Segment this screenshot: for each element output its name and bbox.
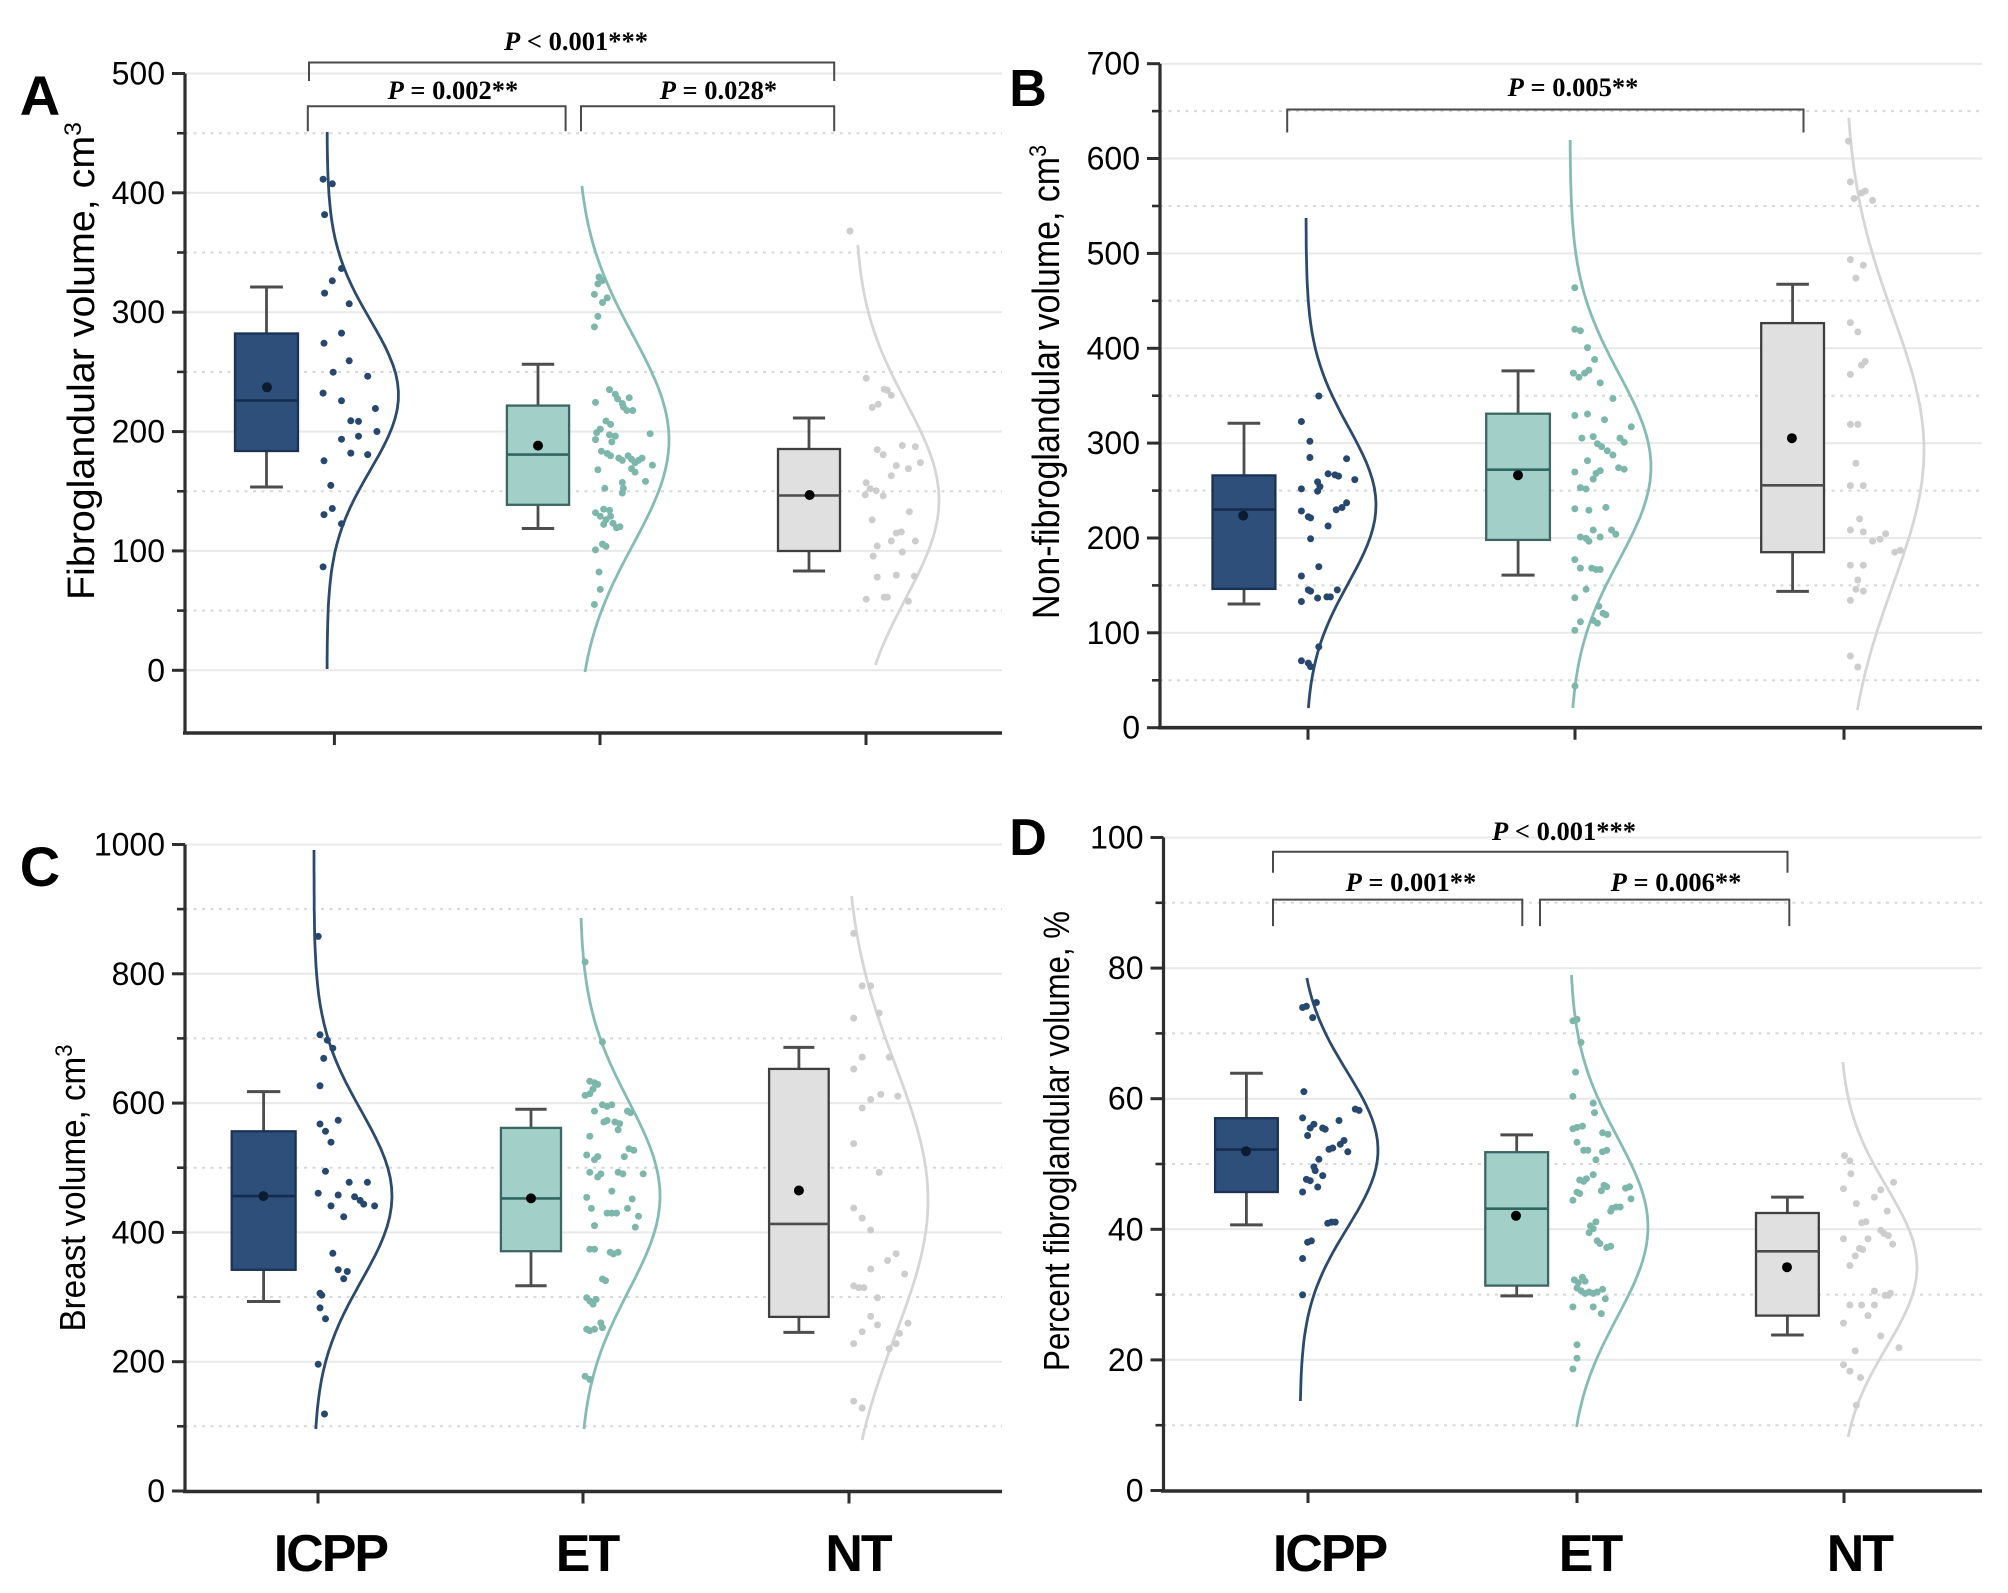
svg-text:800: 800 <box>112 956 165 992</box>
svg-text:400: 400 <box>112 1214 165 1250</box>
svg-text:1000: 1000 <box>94 827 165 863</box>
svg-text:Non-fibroglandular volume, cm3: Non-fibroglandular volume, cm3 <box>1025 145 1069 619</box>
svg-text:P < 0.001***: P < 0.001*** <box>503 26 648 56</box>
svg-text:ICPP: ICPP <box>274 1525 388 1583</box>
svg-text:400: 400 <box>1087 330 1140 366</box>
svg-text:ICPP: ICPP <box>1273 1525 1387 1583</box>
svg-text:60: 60 <box>1108 1081 1144 1117</box>
svg-text:B: B <box>1009 60 1047 118</box>
svg-text:0: 0 <box>147 1473 165 1509</box>
svg-text:20: 20 <box>1108 1342 1144 1378</box>
svg-text:500: 500 <box>112 56 165 92</box>
svg-text:Fibroglandular volume, cm3: Fibroglandular volume, cm3 <box>60 122 104 600</box>
svg-text:500: 500 <box>1087 235 1140 271</box>
svg-text:ET: ET <box>1559 1525 1624 1583</box>
svg-text:100: 100 <box>112 533 165 569</box>
svg-text:0: 0 <box>147 652 165 688</box>
svg-text:600: 600 <box>1087 141 1140 177</box>
svg-text:P = 0.001**: P = 0.001** <box>1345 867 1477 897</box>
svg-text:P = 0.006**: P = 0.006** <box>1610 867 1742 897</box>
svg-text:600: 600 <box>112 1085 165 1121</box>
svg-text:NT: NT <box>825 1525 893 1583</box>
svg-text:Breast volume, cm3: Breast volume, cm3 <box>51 1045 94 1332</box>
svg-text:Percent fibroglandular volume,: Percent fibroglandular volume, % <box>1036 911 1077 1371</box>
svg-text:P = 0.002**: P = 0.002** <box>387 75 519 105</box>
svg-text:200: 200 <box>1087 520 1140 556</box>
svg-text:P < 0.001***: P < 0.001*** <box>1491 816 1636 846</box>
svg-text:P = 0.005**: P = 0.005** <box>1507 72 1639 102</box>
svg-text:0: 0 <box>1126 1473 1144 1509</box>
svg-text:300: 300 <box>112 294 165 330</box>
svg-text:400: 400 <box>112 175 165 211</box>
svg-text:P = 0.028*: P = 0.028* <box>659 75 777 105</box>
svg-text:ET: ET <box>556 1525 621 1583</box>
svg-text:700: 700 <box>1087 46 1140 82</box>
svg-text:A: A <box>20 64 60 127</box>
svg-text:80: 80 <box>1108 950 1144 986</box>
svg-text:200: 200 <box>112 414 165 450</box>
svg-text:40: 40 <box>1108 1211 1144 1247</box>
svg-text:D: D <box>1009 809 1047 867</box>
svg-text:100: 100 <box>1087 615 1140 651</box>
svg-text:NT: NT <box>1827 1525 1895 1583</box>
svg-text:0: 0 <box>1122 710 1140 746</box>
svg-text:200: 200 <box>112 1344 165 1380</box>
svg-text:100: 100 <box>1090 820 1143 856</box>
svg-text:C: C <box>20 835 60 898</box>
svg-text:300: 300 <box>1087 425 1140 461</box>
